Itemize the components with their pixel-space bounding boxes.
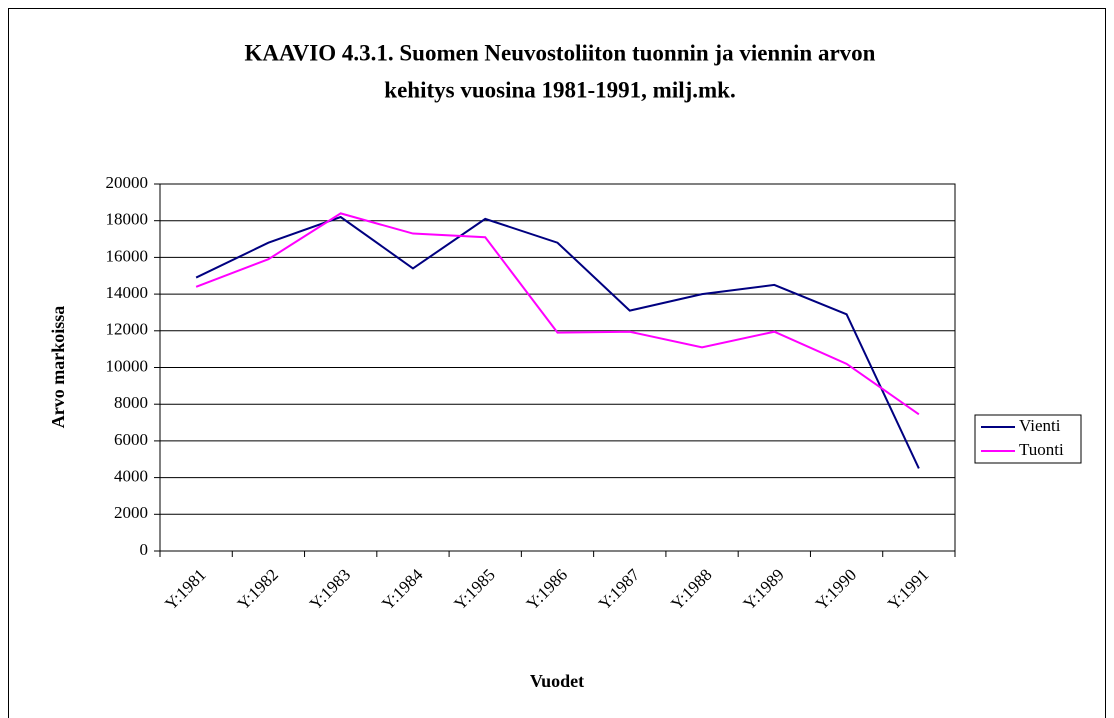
- y-tick-label: 4000: [114, 467, 148, 486]
- legend-label: Vienti: [1019, 416, 1061, 435]
- chart-frame: [8, 8, 1106, 718]
- legend-box: [974, 414, 1082, 464]
- y-tick-label: 6000: [114, 430, 148, 449]
- chart-title: KAAVIO 4.3.1. Suomen Neuvostoliiton tuon…: [245, 40, 876, 65]
- y-tick-label: 16000: [106, 246, 149, 265]
- y-tick-label: 10000: [106, 356, 149, 375]
- y-tick-label: 14000: [106, 283, 149, 302]
- y-tick-label: 18000: [106, 210, 149, 229]
- chart-title: kehitys vuosina 1981-1991, milj.mk.: [384, 77, 735, 102]
- y-tick-label: 20000: [106, 173, 149, 192]
- y-tick-label: 8000: [114, 393, 148, 412]
- y-tick-label: 2000: [114, 503, 148, 522]
- line-series: [195, 212, 920, 416]
- legend-label: Tuonti: [1019, 440, 1064, 459]
- y-axis-title: Arvo markoissa: [48, 306, 68, 429]
- plot-border: [159, 183, 956, 552]
- y-tick-label: 0: [140, 540, 149, 559]
- line-series: [195, 215, 920, 469]
- y-tick-label: 12000: [106, 320, 149, 339]
- x-axis-title: Vuodet: [530, 671, 584, 691]
